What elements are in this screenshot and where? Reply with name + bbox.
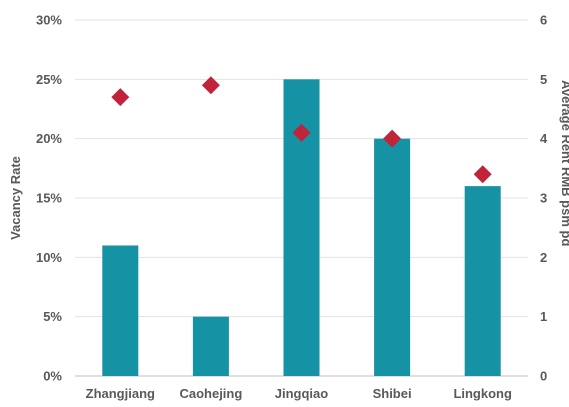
- left-tick-label: 0%: [43, 369, 62, 384]
- bar-shibei: [374, 138, 411, 376]
- left-tick-label: 10%: [36, 250, 62, 265]
- category-label: Jingqiao: [275, 386, 329, 401]
- right-tick-label: 1: [540, 309, 547, 324]
- marker-shibei: [383, 129, 402, 148]
- category-labels: Zhangjiang Caohejing Jingqiao Shibei Lingkon…: [86, 386, 512, 401]
- category-label: Caohejing: [179, 386, 242, 401]
- bar-series: [102, 79, 501, 376]
- left-tick-label: 15%: [36, 191, 62, 206]
- right-tick-label: 4: [540, 131, 548, 146]
- category-label: Shibei: [373, 386, 412, 401]
- category-label: Lingkong: [453, 386, 512, 401]
- right-tick-label: 0: [540, 369, 547, 384]
- right-axis-title: Average Rent RMB psm pd: [559, 80, 569, 246]
- marker-series: [111, 76, 492, 184]
- left-tick-label: 25%: [36, 72, 62, 87]
- right-tick-label: 2: [540, 250, 547, 265]
- left-tick-label: 5%: [43, 309, 62, 324]
- right-axis-ticks: 0 1 2 3 4 5 6: [540, 13, 548, 384]
- left-tick-label: 30%: [36, 13, 62, 28]
- marker-lingkong: [473, 165, 492, 184]
- right-tick-label: 6: [540, 13, 547, 28]
- right-tick-label: 5: [540, 72, 547, 87]
- left-axis-title: Vacancy Rate: [8, 156, 23, 240]
- bar-lingkong: [464, 186, 501, 376]
- right-tick-label: 3: [540, 191, 547, 206]
- bar-zhangjiang: [102, 245, 139, 376]
- category-label: Zhangjiang: [86, 386, 155, 401]
- marker-caohejing: [201, 76, 220, 95]
- left-tick-label: 20%: [36, 131, 62, 146]
- marker-jingqiao: [292, 123, 311, 142]
- marker-zhangjiang: [111, 88, 130, 107]
- bar-caohejing: [192, 316, 229, 376]
- left-axis-ticks: 0% 5% 10% 15% 20% 25% 30%: [36, 13, 62, 384]
